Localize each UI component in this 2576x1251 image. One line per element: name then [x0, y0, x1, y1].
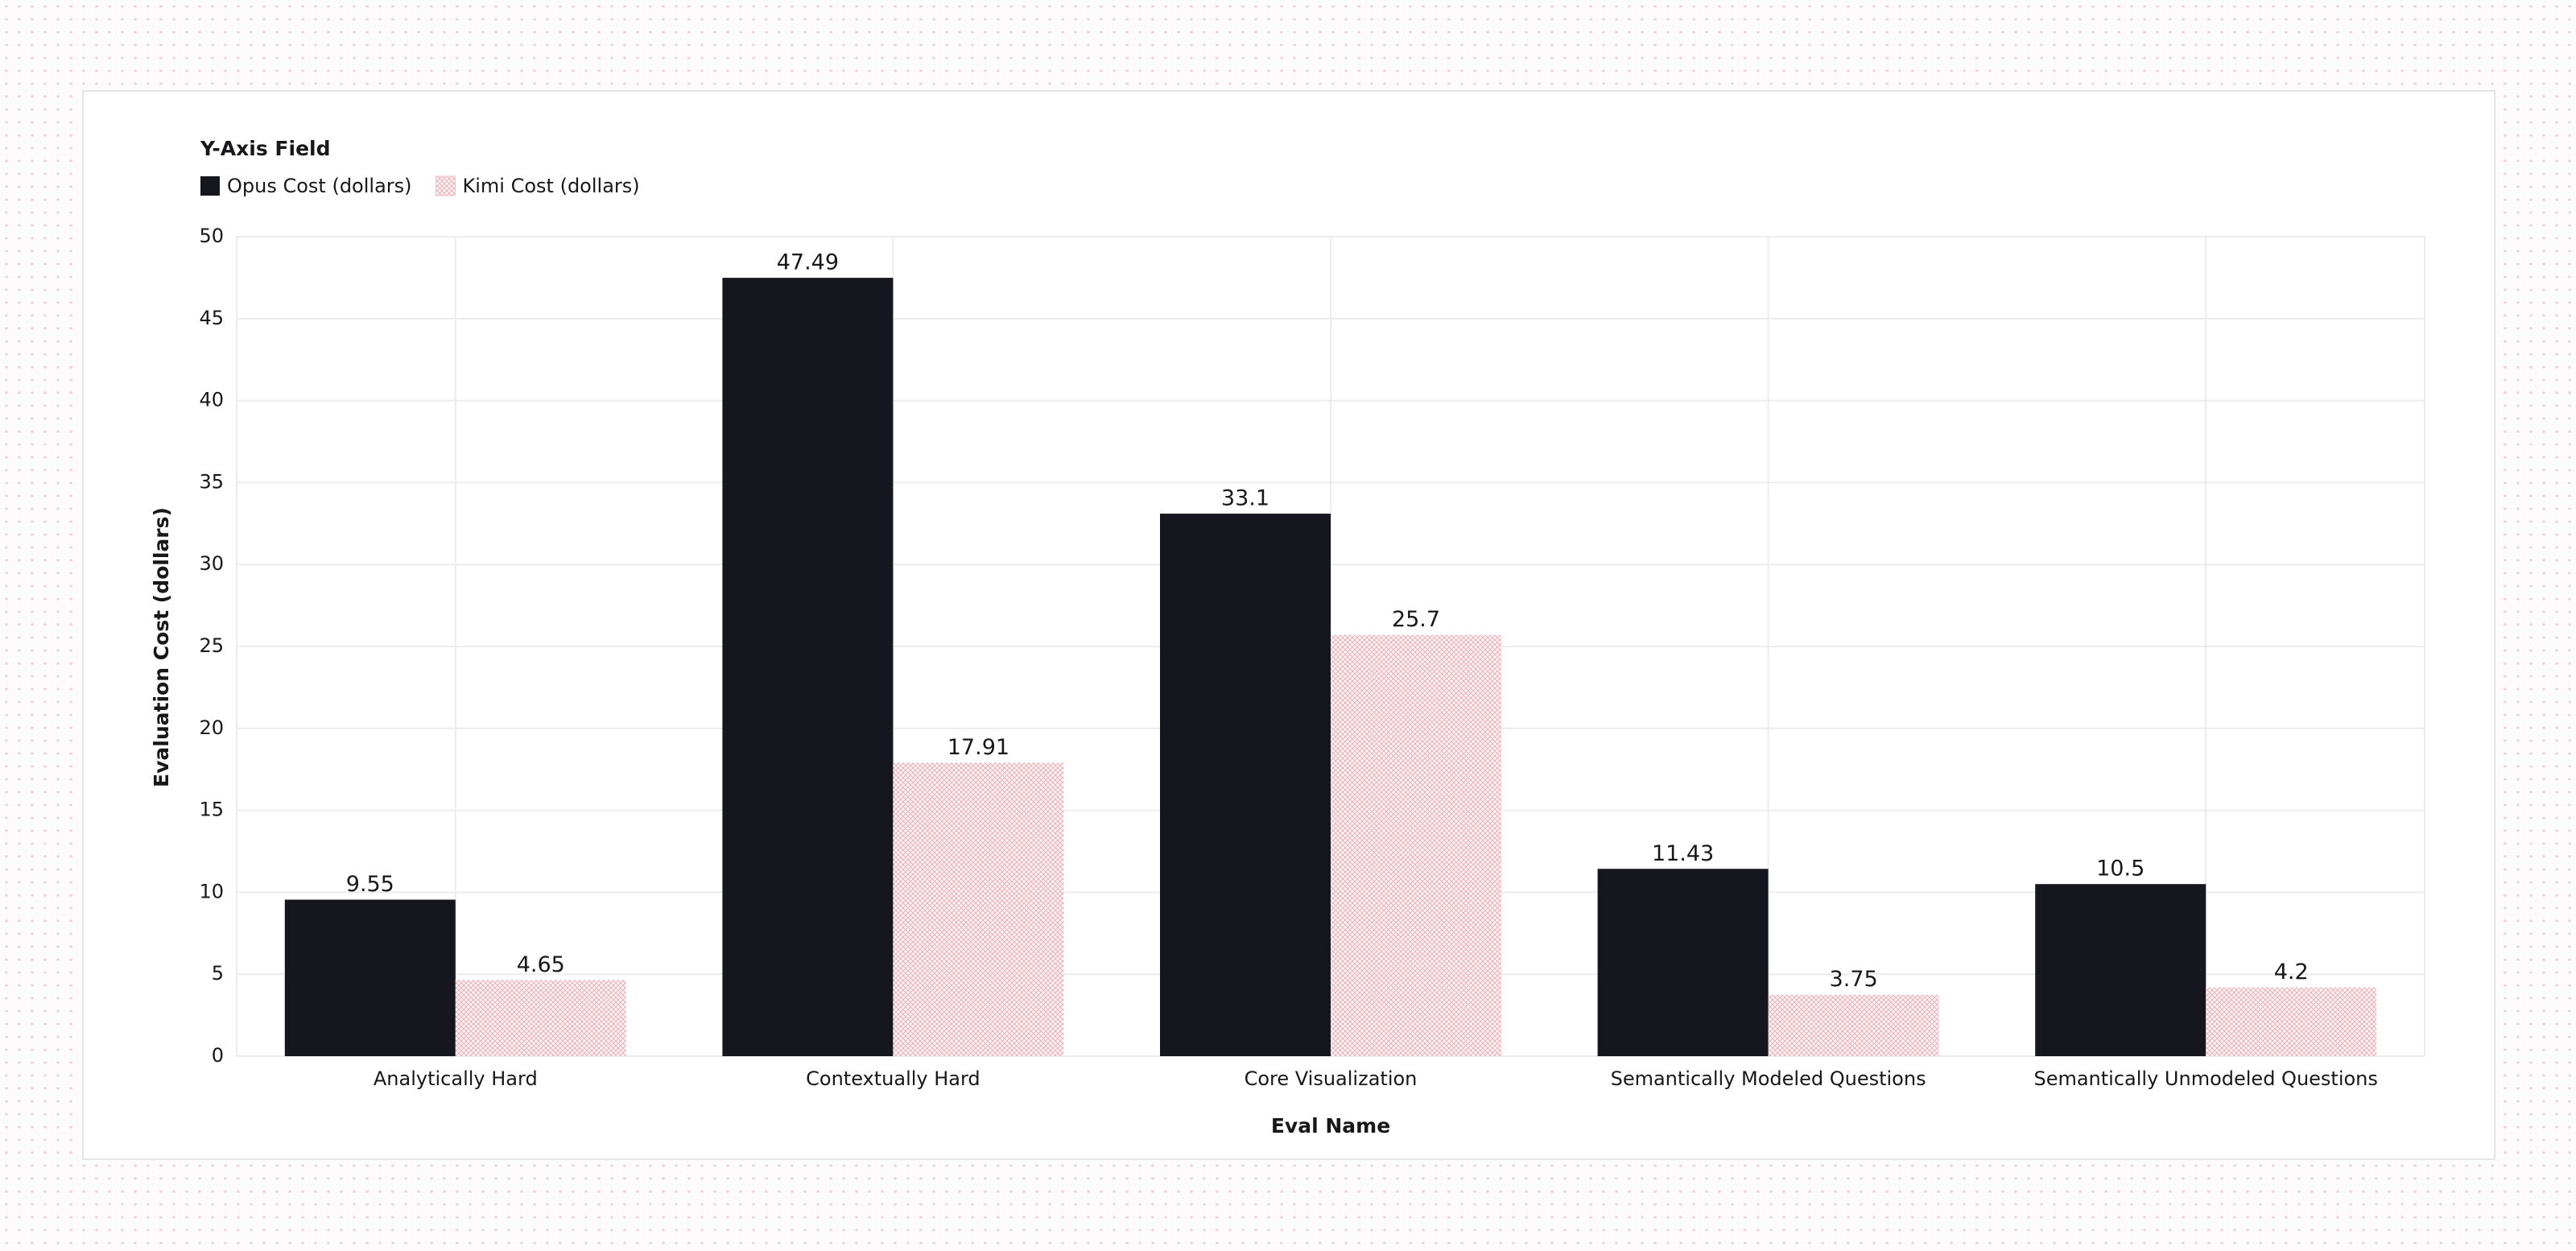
- y-tick-label: 5: [212, 962, 224, 985]
- x-axis-title: Eval Name: [1271, 1114, 1390, 1137]
- value-label: 4.2: [2274, 960, 2309, 985]
- legend-swatch: [200, 176, 220, 196]
- y-tick-label: 15: [199, 799, 224, 821]
- value-label: 4.65: [517, 952, 565, 977]
- y-tick-label: 50: [199, 225, 224, 247]
- bar: [2206, 987, 2377, 1056]
- bar: [1159, 514, 1331, 1056]
- legend-label: Kimi Cost (dollars): [463, 175, 640, 197]
- x-tick-label: Contextually Hard: [806, 1067, 980, 1090]
- x-tick-label: Analytically Hard: [374, 1067, 538, 1090]
- value-label: 17.91: [947, 735, 1009, 760]
- y-tick-label: 0: [212, 1044, 224, 1067]
- legend-title: Y-Axis Field: [200, 137, 331, 160]
- bar: [1768, 994, 1939, 1056]
- bar: [1597, 869, 1769, 1056]
- bar: [722, 278, 894, 1056]
- bar: [455, 980, 626, 1056]
- y-tick-label: 45: [199, 307, 224, 329]
- value-label: 11.43: [1652, 841, 1714, 866]
- value-label: 33.1: [1221, 486, 1269, 511]
- y-tick-label: 25: [199, 634, 224, 657]
- bar: [2035, 884, 2207, 1056]
- bar: [284, 899, 456, 1056]
- x-tick-label: Semantically Modeled Questions: [1611, 1067, 1926, 1090]
- x-tick-label: Semantically Unmodeled Questions: [2033, 1067, 2377, 1090]
- y-tick-label: 30: [199, 552, 224, 575]
- x-tick-label: Core Visualization: [1245, 1067, 1418, 1090]
- value-label: 9.55: [346, 872, 394, 897]
- y-tick-label: 35: [199, 470, 224, 493]
- legend-label: Opus Cost (dollars): [227, 175, 412, 197]
- value-label: 10.5: [2096, 857, 2145, 881]
- legend-swatch: [436, 175, 456, 196]
- bar: [893, 762, 1064, 1056]
- y-tick-label: 10: [199, 880, 224, 902]
- y-tick-label: 40: [199, 389, 224, 411]
- value-label: 3.75: [1830, 967, 1878, 992]
- bar: [1331, 634, 1502, 1056]
- y-axis-title: Evaluation Cost (dollars): [150, 507, 173, 787]
- value-label: 25.7: [1392, 607, 1440, 632]
- y-tick-label: 20: [199, 716, 224, 739]
- value-label: 47.49: [777, 250, 839, 275]
